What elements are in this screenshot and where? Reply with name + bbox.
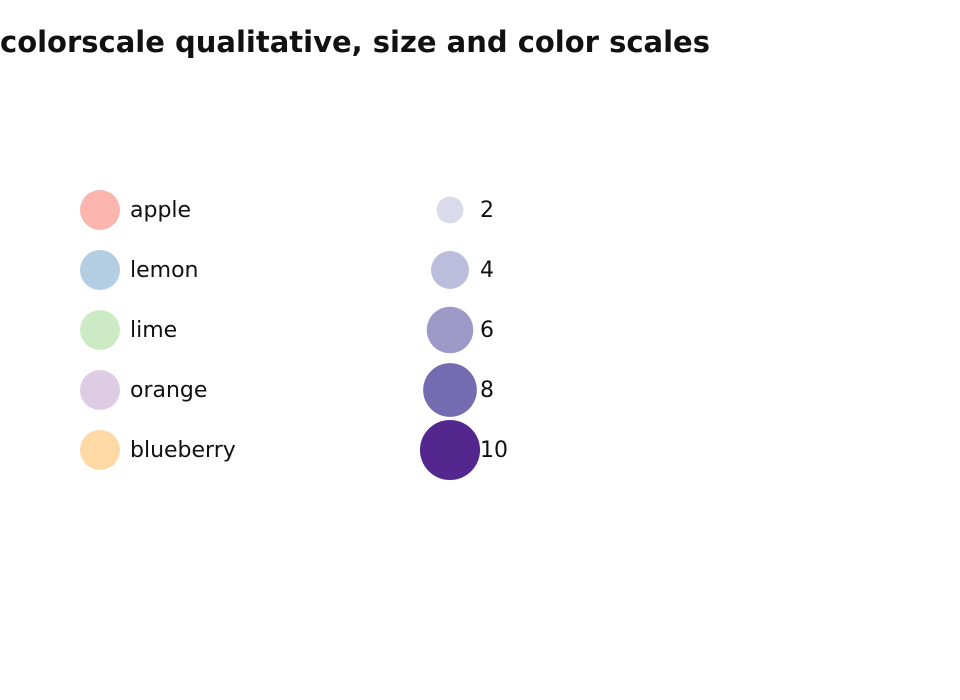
size-swatch	[426, 306, 474, 354]
size-swatch	[423, 363, 477, 417]
legend-swatch	[80, 310, 120, 350]
legend-swatch	[80, 370, 120, 410]
legend-label: blueberry	[130, 438, 236, 463]
size-swatch	[431, 251, 469, 289]
size-label: 8	[480, 378, 494, 403]
size-swatch	[436, 196, 464, 224]
page-title: colorscale qualitative, size and color s…	[0, 25, 710, 59]
legend-swatch	[80, 250, 120, 290]
size-label: 6	[480, 318, 494, 343]
size-label: 10	[480, 438, 508, 463]
legend-swatch	[80, 430, 120, 470]
size-label: 4	[480, 258, 494, 283]
size-swatch	[419, 419, 481, 481]
legend-swatch	[80, 190, 120, 230]
legend-label: lemon	[130, 258, 198, 283]
legend-label: lime	[130, 318, 177, 343]
legend-label: apple	[130, 198, 191, 223]
size-label: 2	[480, 198, 494, 223]
legend-label: orange	[130, 378, 207, 403]
